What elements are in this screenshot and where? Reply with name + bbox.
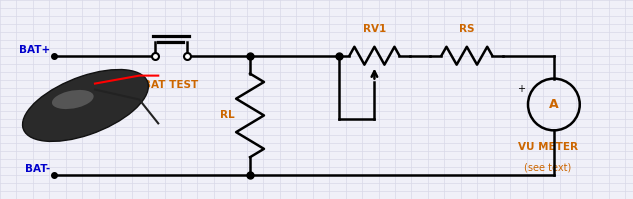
Text: BAT+: BAT+ (20, 45, 51, 55)
Text: BAT TEST: BAT TEST (143, 80, 199, 90)
Text: RV1: RV1 (363, 24, 386, 34)
Ellipse shape (52, 90, 94, 109)
Ellipse shape (23, 69, 148, 141)
Text: (see text): (see text) (524, 162, 571, 172)
Text: VU METER: VU METER (518, 142, 577, 152)
Text: A: A (549, 98, 559, 111)
Text: +: + (517, 84, 525, 94)
Text: RS: RS (459, 24, 475, 34)
Text: RL: RL (220, 110, 234, 120)
Text: BAT-: BAT- (25, 164, 51, 174)
